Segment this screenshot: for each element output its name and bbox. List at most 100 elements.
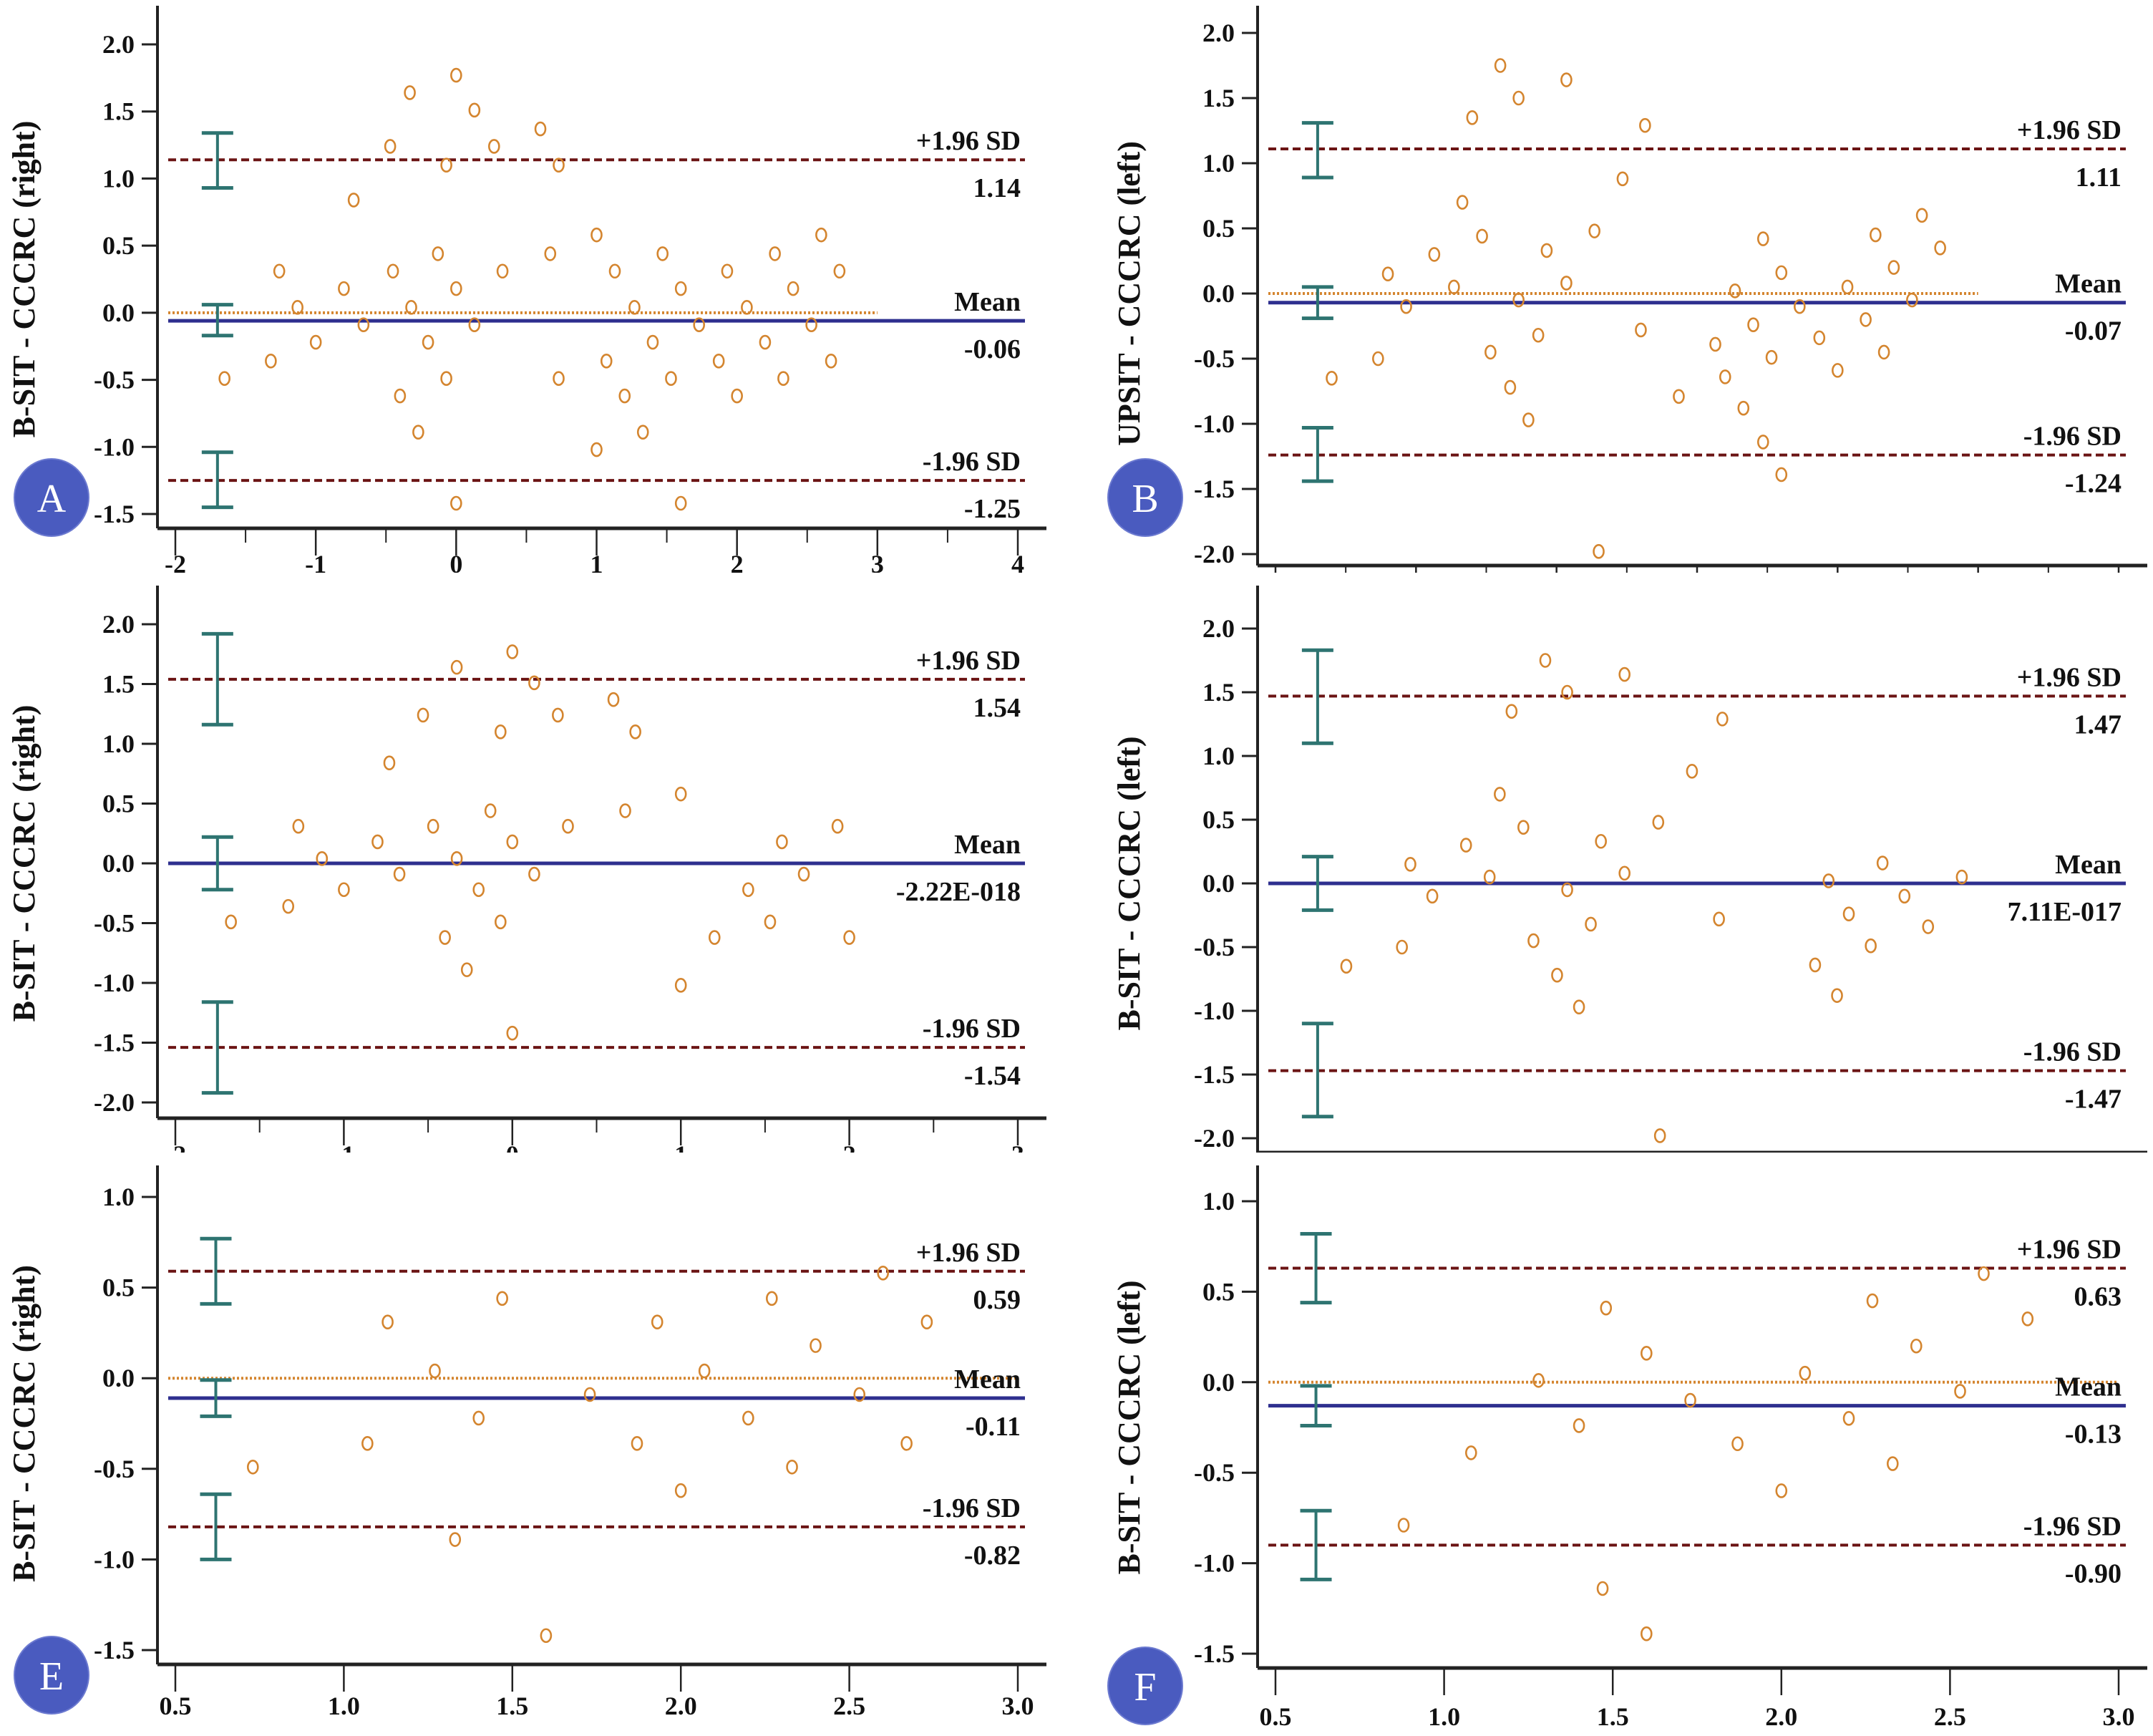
mean-value: -0.07 — [2065, 316, 2122, 346]
y-tick-label: -1.5 — [1194, 475, 1235, 503]
data-point — [708, 930, 721, 945]
y-tick-label: 2.0 — [1202, 614, 1235, 643]
bland-altman-plot-e: -1.5 -1.0 -0.5 0.0 0.5 1.0 0.5 1.0 1.5 2.0 2.5 3.0 B… — [6, 1165, 1046, 1720]
data-point — [693, 317, 706, 333]
data-point — [1729, 283, 1741, 299]
data-point — [1404, 856, 1416, 872]
data-point — [1397, 1518, 1410, 1533]
y-tick-label: 0.0 — [102, 299, 135, 327]
data-point — [412, 425, 424, 440]
y-tick-label: 1.0 — [1202, 742, 1235, 770]
y-tick-label: -1.0 — [1194, 409, 1235, 438]
upper-limit-label: +1.96 SD — [916, 1238, 1021, 1268]
data-point — [496, 1291, 508, 1306]
data-point — [1560, 72, 1573, 87]
data-point — [1906, 292, 1918, 308]
lower-limit-value: -1.24 — [2065, 469, 2122, 499]
data-point — [1560, 276, 1573, 291]
data-point — [1618, 865, 1630, 881]
y-tick-label: 2.0 — [102, 30, 135, 59]
upper-limit-label: +1.96 SD — [2017, 662, 2122, 692]
data-point — [1876, 855, 1889, 871]
data-point — [387, 263, 399, 279]
data-point — [831, 818, 844, 834]
mean-label: Mean — [2055, 269, 2122, 299]
data-point — [1955, 869, 1968, 885]
lower-limit-label: -1.96 SD — [923, 447, 1021, 477]
data-point — [450, 495, 462, 511]
y-tick-label: 1.5 — [102, 97, 135, 126]
y-tick-label: 1.0 — [102, 1183, 135, 1211]
data-point — [309, 334, 322, 350]
data-point — [1653, 1128, 1666, 1143]
data-point — [1484, 344, 1497, 360]
mean-label: Mean — [2055, 850, 2122, 880]
data-point — [381, 1314, 394, 1330]
data-point — [1765, 349, 1778, 365]
x-tick-label: -2 — [165, 1140, 186, 1153]
data-point — [1561, 684, 1573, 700]
lower-limit-value: -0.82 — [964, 1541, 1021, 1571]
lower-limit-value: -1.47 — [2065, 1085, 2122, 1115]
data-point — [833, 263, 846, 279]
data-point — [712, 354, 725, 369]
panel-badge-letter: E — [39, 1654, 64, 1699]
data-point — [429, 1363, 441, 1379]
x-tick-label: 2.5 — [833, 1692, 865, 1720]
x-tick-label: 1.5 — [496, 1692, 528, 1720]
data-point — [810, 1338, 822, 1353]
data-point — [1713, 911, 1725, 927]
data-point — [1372, 351, 1384, 367]
data-point — [472, 1410, 485, 1426]
bland-altman-plot-f: -1.5 -1.0 -0.5 0.0 0.5 1.0 0.5 1.0 1.5 2.0 2.5 3.0 B… — [1107, 1165, 2147, 1731]
lower-limit-label: -1.96 SD — [2023, 1511, 2122, 1541]
data-point — [1483, 869, 1496, 885]
y-tick-label: -0.5 — [94, 909, 135, 938]
data-point — [1340, 959, 1353, 974]
data-point — [1794, 299, 1806, 314]
panel-badge — [1107, 458, 1183, 537]
y-tick-label: -0.5 — [94, 1455, 135, 1483]
data-point — [440, 371, 452, 386]
data-point — [1652, 815, 1665, 830]
data-point — [1809, 957, 1822, 973]
data-point — [1842, 906, 1855, 922]
mean-value: -0.11 — [966, 1412, 1021, 1442]
data-point — [1573, 999, 1585, 1014]
panel-badge — [14, 1636, 89, 1715]
data-point — [1922, 919, 1935, 934]
data-point — [698, 1363, 711, 1379]
data-point — [265, 354, 277, 369]
data-point — [1737, 400, 1750, 416]
data-point — [1494, 58, 1507, 73]
data-point — [487, 139, 500, 154]
data-point — [629, 724, 641, 740]
y-tick-label: -1.5 — [94, 1636, 135, 1664]
data-point — [1426, 888, 1439, 904]
data-point — [805, 317, 817, 333]
data-point — [1381, 266, 1394, 282]
data-point — [1756, 231, 1769, 246]
data-point — [506, 1025, 519, 1041]
y-tick-label: -0.5 — [1194, 344, 1235, 373]
upper-limit-label: +1.96 SD — [2017, 1235, 2122, 1265]
upper-limit-value: 0.63 — [2074, 1282, 2122, 1312]
data-point — [1466, 110, 1479, 125]
data-point — [591, 227, 603, 243]
bland-altman-plot-d: -2.0-1.5-1.0-0.50.00.51.01.52.0-2-10123B… — [1107, 586, 2147, 1285]
data-point — [450, 67, 462, 83]
data-point — [1870, 227, 1882, 243]
data-point — [1813, 330, 1826, 346]
panel-e: -1.5 -1.0 -0.5 0.0 0.5 1.0 0.5 1.0 1.5 2.0 2.5 3.0 B… — [0, 1160, 1052, 1736]
y-axis-label: B-SIT - CCCRC (left) — [1112, 736, 1147, 1030]
x-tick-label: 2.0 — [665, 1692, 697, 1720]
y-tick-label: -1.0 — [94, 969, 135, 997]
data-point — [631, 1436, 643, 1451]
data-point — [450, 659, 463, 675]
data-point — [1459, 838, 1472, 853]
x-tick-label: -2 — [165, 550, 186, 573]
y-tick-label: -1.5 — [94, 1029, 135, 1057]
data-point — [552, 707, 564, 723]
data-point — [1635, 322, 1647, 338]
mean-label: Mean — [2055, 1372, 2122, 1402]
